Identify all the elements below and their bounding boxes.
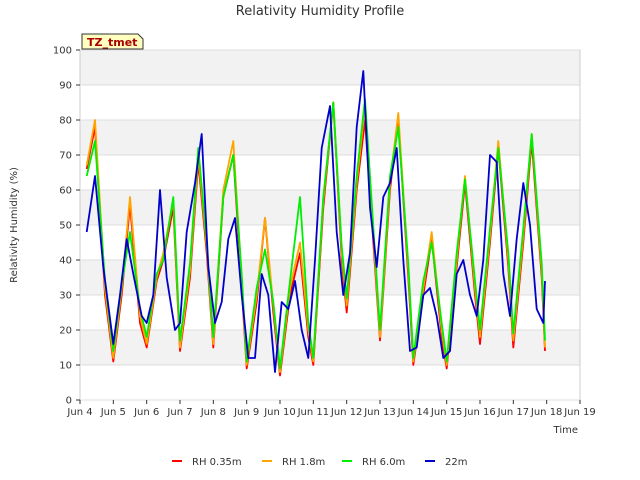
x-tick-label: Jun 13	[363, 407, 396, 418]
y-tick-label: 10	[59, 361, 72, 372]
x-tick-label: Jun 14	[397, 407, 430, 418]
legend-entry: RH 0.35m	[192, 457, 242, 468]
y-axis-ticks: 0 10 20 30 40 50 60 70 80 90 100	[53, 46, 80, 407]
x-tick-label: Jun 5	[100, 407, 126, 418]
x-tick-label: Jun 4	[66, 407, 92, 418]
series-line-22m	[85, 70, 546, 373]
background-band	[80, 260, 580, 295]
y-tick-label: 70	[59, 151, 72, 162]
legend-entry: 22m	[445, 457, 467, 468]
y-tick-label: 20	[59, 326, 72, 337]
y-tick-label: 40	[59, 256, 72, 267]
y-axis-label: Relativity Humidity (%)	[9, 167, 20, 283]
chart-title: Relativity Humidity Profile	[236, 4, 404, 19]
background-band	[80, 365, 580, 400]
station-label: TZ_tmet	[87, 36, 137, 49]
legend-entry: RH 6.0m	[362, 457, 405, 468]
x-tick-label: Jun 12	[330, 407, 363, 418]
background-band	[80, 330, 580, 365]
x-tick-label: Jun 9	[233, 407, 259, 418]
background-band	[80, 155, 580, 190]
x-axis-ticks: Jun 4 Jun 5 Jun 6 Jun 7 Jun 8 Jun 9 Jun 10 Jun …	[66, 400, 596, 418]
y-tick-label: 30	[59, 291, 72, 302]
x-axis-label: Time	[553, 425, 578, 436]
y-tick-label: 0	[66, 396, 72, 407]
station-badge: TZ_tmet	[81, 33, 144, 50]
legend-entry: RH 1.8m	[282, 457, 325, 468]
x-tick-label: Jun 8	[200, 407, 226, 418]
background-band	[80, 50, 580, 85]
x-tick-label: Jun 18	[530, 407, 563, 418]
y-tick-label: 90	[59, 81, 72, 92]
y-tick-label: 50	[59, 221, 72, 232]
background-band	[80, 295, 580, 330]
station-badge-box	[81, 33, 144, 50]
x-tick-label: Jun 11	[297, 407, 330, 418]
x-tick-label: Jun 19	[563, 407, 596, 418]
x-tick-label: Jun 7	[166, 407, 192, 418]
y-tick-label: 80	[59, 116, 72, 127]
y-tick-label: 100	[53, 46, 72, 57]
x-tick-label: Jun 16	[463, 407, 496, 418]
background-band	[80, 190, 580, 225]
x-tick-label: Jun 17	[497, 407, 530, 418]
x-tick-label: Jun 10	[263, 407, 296, 418]
y-tick-label: 60	[59, 186, 72, 197]
x-tick-label: Jun 6	[133, 407, 159, 418]
series-lines	[85, 70, 546, 377]
legend: RH 0.35m RH 1.8m RH 6.0m 22m	[172, 457, 467, 468]
x-tick-label: Jun 15	[430, 407, 463, 418]
